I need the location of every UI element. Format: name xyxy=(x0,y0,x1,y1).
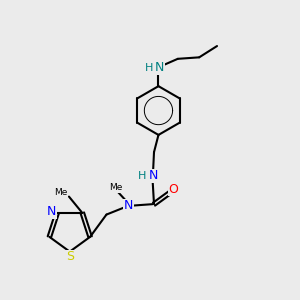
Text: H: H xyxy=(138,171,146,181)
Text: H: H xyxy=(145,63,153,73)
Text: N: N xyxy=(47,205,56,218)
Text: N: N xyxy=(124,199,134,212)
Text: Me: Me xyxy=(54,188,67,196)
Text: N: N xyxy=(155,61,164,74)
Text: O: O xyxy=(168,183,178,196)
Text: N: N xyxy=(148,169,158,182)
Text: Me: Me xyxy=(109,183,122,192)
Text: S: S xyxy=(66,250,74,263)
